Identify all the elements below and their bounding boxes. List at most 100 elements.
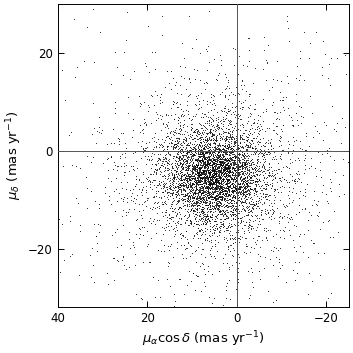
Point	[307, 40, 312, 46]
Point	[232, 216, 238, 221]
Point	[227, 130, 232, 136]
Point	[222, 103, 227, 109]
Point	[213, 168, 218, 174]
Point	[190, 160, 196, 165]
Point	[178, 147, 183, 152]
Point	[234, 173, 239, 179]
Point	[262, 168, 267, 174]
Point	[214, 157, 220, 163]
Point	[180, 191, 185, 197]
Point	[213, 146, 218, 151]
Point	[231, 194, 236, 199]
Point	[140, 169, 146, 175]
Point	[137, 186, 142, 192]
Point	[240, 78, 245, 84]
Point	[194, 202, 200, 208]
Point	[186, 76, 192, 81]
Point	[198, 162, 204, 168]
Point	[222, 155, 228, 161]
Point	[207, 162, 213, 167]
Point	[237, 166, 242, 172]
Point	[239, 161, 245, 166]
Point	[197, 157, 202, 163]
Point	[226, 130, 231, 136]
Point	[251, 166, 257, 171]
Point	[221, 192, 227, 198]
Point	[191, 163, 196, 168]
Point	[184, 147, 189, 153]
Point	[212, 196, 218, 201]
Point	[167, 152, 173, 158]
Point	[286, 166, 292, 171]
Point	[271, 149, 277, 155]
Point	[207, 239, 212, 244]
Point	[277, 97, 283, 103]
Point	[146, 241, 151, 246]
Point	[217, 70, 222, 76]
Point	[195, 147, 201, 152]
Point	[212, 218, 218, 224]
Point	[261, 155, 267, 160]
Point	[342, 124, 348, 130]
Point	[221, 195, 227, 201]
Point	[163, 225, 169, 230]
Point	[192, 202, 198, 208]
Point	[205, 175, 211, 181]
Point	[270, 210, 276, 216]
Point	[206, 179, 212, 184]
Point	[204, 185, 210, 191]
Point	[186, 163, 192, 169]
Point	[251, 107, 257, 112]
Point	[187, 159, 193, 164]
Point	[232, 195, 238, 200]
Point	[193, 199, 199, 205]
Point	[183, 181, 189, 187]
Point	[175, 138, 180, 144]
Point	[220, 151, 226, 157]
Point	[219, 146, 225, 152]
Point	[181, 187, 187, 193]
Point	[237, 191, 243, 196]
Point	[213, 158, 218, 164]
Point	[196, 205, 202, 210]
Point	[261, 190, 266, 196]
Point	[237, 134, 243, 140]
Point	[178, 101, 183, 107]
Point	[233, 152, 238, 157]
Point	[310, 240, 316, 246]
Point	[230, 159, 236, 165]
Point	[152, 49, 158, 55]
Point	[234, 138, 240, 143]
Point	[225, 144, 231, 150]
Point	[198, 197, 203, 202]
Point	[331, 157, 337, 163]
Point	[195, 128, 201, 134]
Point	[252, 240, 257, 245]
Point	[153, 139, 158, 145]
Point	[217, 146, 222, 152]
Point	[259, 182, 265, 187]
Point	[197, 167, 203, 172]
Point	[229, 124, 235, 130]
Point	[232, 176, 238, 182]
Point	[261, 201, 267, 206]
Point	[247, 142, 253, 148]
Point	[198, 146, 204, 152]
Point	[209, 189, 215, 195]
Point	[249, 145, 255, 151]
Point	[91, 154, 96, 160]
Point	[289, 178, 295, 183]
Point	[216, 161, 222, 167]
Point	[239, 234, 245, 240]
Point	[298, 145, 303, 151]
Point	[187, 133, 193, 139]
Point	[237, 186, 242, 192]
Point	[217, 158, 223, 163]
Point	[243, 143, 249, 148]
Point	[239, 150, 245, 155]
Point	[220, 136, 225, 142]
Point	[238, 177, 244, 183]
Point	[206, 190, 212, 196]
Point	[234, 230, 240, 235]
Point	[210, 188, 215, 194]
